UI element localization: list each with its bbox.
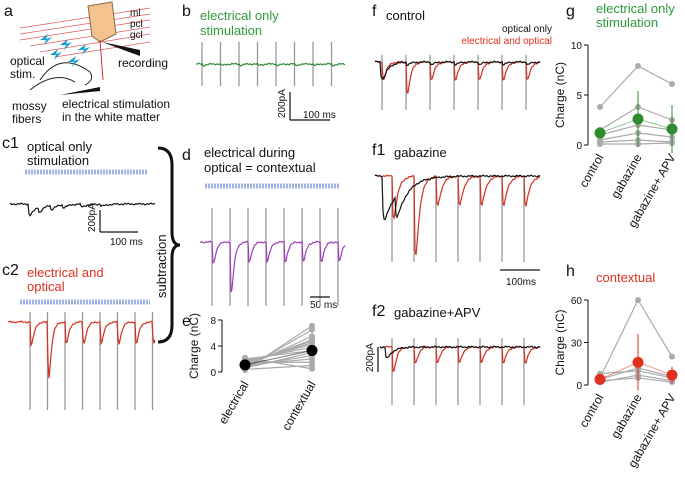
panel-label: f2 xyxy=(372,303,385,320)
y-tick-label: 8 xyxy=(210,316,216,327)
panel-label: f1 xyxy=(372,142,385,159)
pair-line xyxy=(599,65,673,108)
y-tick-label: 0 xyxy=(576,141,582,152)
mossy-label: mossy xyxy=(12,99,47,113)
subtraction-label: subtraction xyxy=(154,234,169,298)
panel-label: h xyxy=(566,263,575,280)
y-tick-label: 5 xyxy=(576,91,582,102)
panel-title: electrical only xyxy=(200,8,279,23)
optical-label: stim. xyxy=(10,67,35,81)
point xyxy=(309,365,315,372)
electrical-label: in the white matter xyxy=(62,110,160,124)
y-axis-label: Charge (nC) xyxy=(553,309,567,375)
y-tick-label: 4 xyxy=(210,342,216,353)
panel-title: electrical during xyxy=(204,145,295,160)
panel-label: d xyxy=(182,147,191,164)
recording-label: recording xyxy=(118,56,168,70)
panel-label: c2 xyxy=(2,262,19,279)
y-axis-label: Charge (nC) xyxy=(187,313,201,379)
panel-label: g xyxy=(566,3,575,20)
x-tick-label: gabazine xyxy=(608,151,645,200)
pair-line xyxy=(244,344,313,363)
point xyxy=(309,326,315,333)
mean-point xyxy=(306,345,318,357)
pair-line xyxy=(244,349,313,360)
mossy-label: fibers xyxy=(12,112,41,126)
panel-title: stimulation xyxy=(27,153,89,168)
point xyxy=(635,63,641,69)
panel-title: optical xyxy=(27,279,65,294)
panel-title: gabazine+APV xyxy=(394,305,481,320)
electrical-label: electrical stimulation xyxy=(62,97,170,111)
pair-line xyxy=(244,351,313,369)
mean-point xyxy=(239,359,251,371)
trace xyxy=(374,174,541,221)
trace xyxy=(195,62,346,67)
mean-point xyxy=(666,369,678,381)
panel-title: gabazine xyxy=(394,145,447,160)
point xyxy=(597,104,603,110)
panel-title: electrical and xyxy=(27,265,104,280)
panel-label: b xyxy=(182,3,191,20)
panel-title: optical = contextual xyxy=(204,160,316,175)
trace xyxy=(374,60,541,81)
y-tick-label: 0 xyxy=(210,368,216,379)
panel-title: stimulation xyxy=(200,23,262,38)
layer-label: ml xyxy=(130,8,141,19)
layer-label: pcl xyxy=(130,19,143,30)
point xyxy=(669,81,675,87)
scale-label: 100ms xyxy=(506,277,536,288)
optical-label: optical xyxy=(10,54,45,68)
y-axis-label: Charge (nC) xyxy=(553,62,567,128)
panel-label: e xyxy=(182,313,191,330)
x-tick-label: control xyxy=(576,392,606,430)
pair-line xyxy=(244,364,313,370)
trace xyxy=(7,320,156,379)
scale-label: 200pA xyxy=(277,89,288,118)
panel-title: optical only xyxy=(27,139,93,154)
panel-title: control xyxy=(386,8,425,23)
trace xyxy=(379,345,541,359)
x-tick-label: contextual xyxy=(279,379,318,433)
scale-label: 100 ms xyxy=(303,110,336,121)
y-tick-label: 60 xyxy=(571,296,583,307)
chart-title: electrical only xyxy=(596,1,675,16)
point xyxy=(635,297,641,303)
chart-title: contextual xyxy=(596,270,655,285)
scale-label: 50 ms xyxy=(310,300,337,311)
point xyxy=(597,141,603,147)
mean-point xyxy=(632,356,644,368)
trace xyxy=(374,60,541,94)
mean-point xyxy=(666,123,678,135)
panel-label: a xyxy=(4,3,13,20)
point xyxy=(242,354,248,361)
schematic: ml pcl gcl recording optical stim. mossy… xyxy=(10,1,170,126)
mean-line xyxy=(244,350,313,366)
trace xyxy=(379,345,541,373)
legend-label: optical only xyxy=(502,24,552,35)
trace xyxy=(9,202,156,217)
panel-label: c1 xyxy=(2,135,19,152)
panel-label: f xyxy=(372,3,377,20)
x-tick-label: electrical xyxy=(216,379,252,427)
mean-point xyxy=(632,113,644,125)
scale-label: 200pA xyxy=(365,343,376,372)
mean-point xyxy=(594,373,606,385)
legend-label: electrical and optical xyxy=(461,36,552,47)
x-tick-label: gabazine xyxy=(608,391,645,440)
mean-point xyxy=(594,127,606,139)
brace xyxy=(157,146,181,344)
layer-label: gcl xyxy=(130,30,143,41)
scale-label: 200pA xyxy=(87,203,98,232)
chart-title: stimulation xyxy=(596,15,658,30)
y-tick-label: 0 xyxy=(576,381,582,392)
y-tick-label: 30 xyxy=(571,339,583,350)
point xyxy=(669,353,675,360)
scale-label: 100 ms xyxy=(110,237,143,248)
x-tick-label: control xyxy=(576,152,606,190)
trace xyxy=(199,240,346,293)
y-tick-label: 10 xyxy=(571,41,583,52)
pair-line xyxy=(244,357,313,370)
